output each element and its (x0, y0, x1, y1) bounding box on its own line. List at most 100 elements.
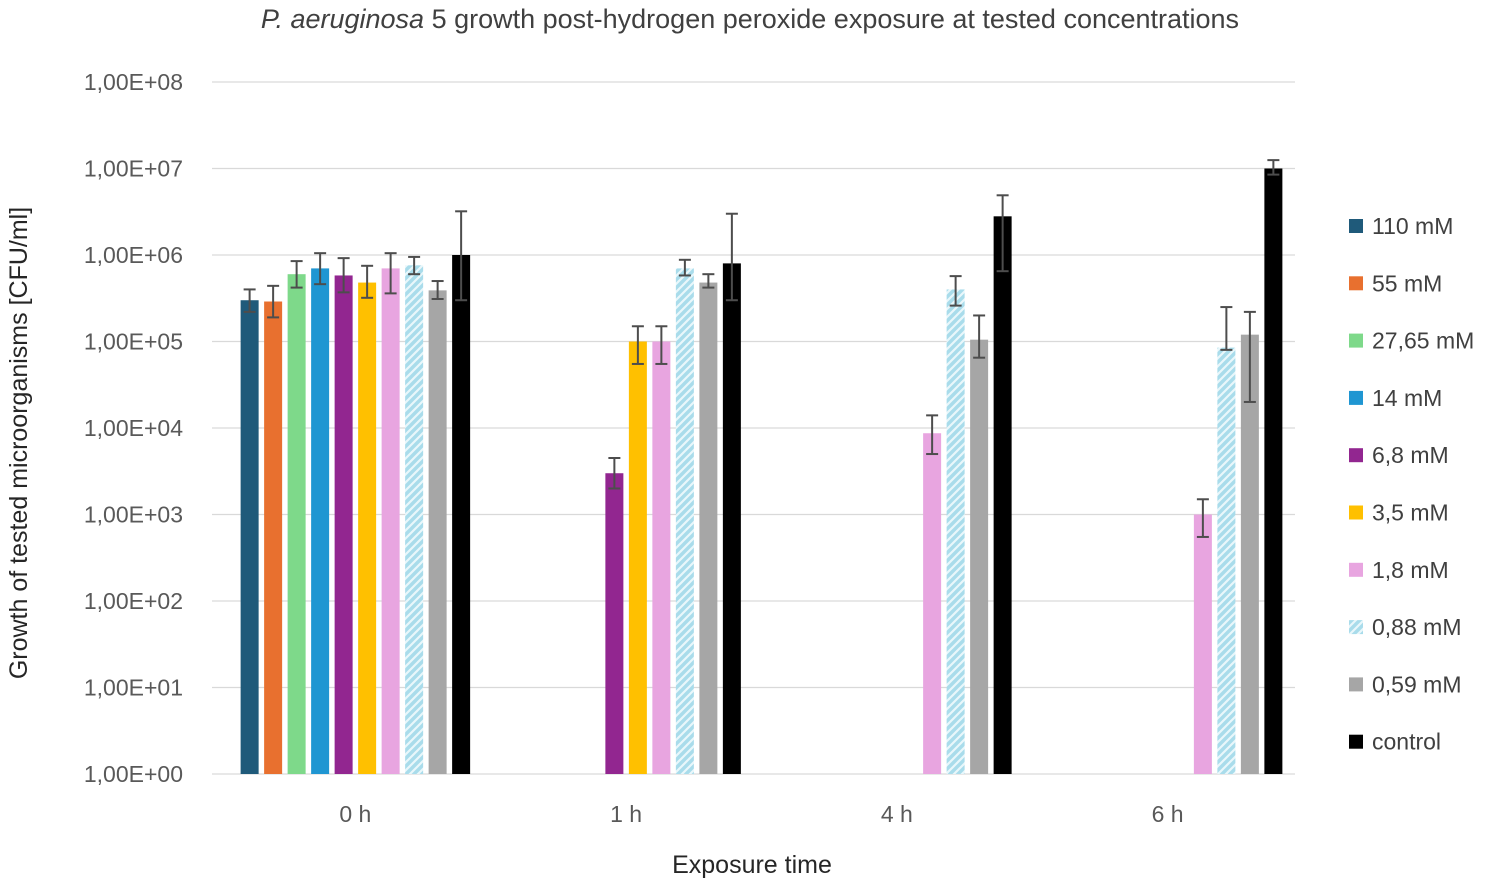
legend-swatch (1349, 734, 1363, 749)
legend-label: 6,8 mM (1372, 442, 1449, 468)
error-bar-control-4-h (996, 194, 1009, 273)
legend-swatch (1349, 505, 1363, 520)
error-bar-control-0-h (455, 210, 468, 302)
y-tick-label: 1,00E+00 (84, 761, 183, 787)
bar-0-59-mm-1-h (699, 282, 718, 774)
bar-0-88-mm-0-h (405, 265, 424, 774)
y-tick-label: 1,00E+07 (84, 156, 183, 182)
y-tick-label: 1,00E+01 (84, 675, 183, 701)
error-bar-control-6-h (1267, 159, 1280, 176)
bar-27-65-mm-0-h (287, 274, 306, 774)
legend-label: 0,59 mM (1372, 671, 1461, 697)
legend-swatch (1349, 333, 1363, 348)
bar-0-59-mm-6-h (1240, 334, 1259, 774)
error-bar-0-59-mm-1-h (702, 273, 715, 289)
bar-0-59-mm-0-h (428, 290, 447, 774)
bar-6-8-mm-1-h (605, 473, 624, 774)
chart-title: P. aeruginosa 5 growth post-hydrogen per… (261, 4, 1239, 34)
bar-1-8-mm-1-h (652, 341, 671, 774)
legend: 110 mM 55 mM 27,65 mM 14 mM 6,8 mM 3,5 mM 1,8 … (1349, 213, 1474, 755)
error-bar-14-mm-0-h (314, 252, 327, 286)
error-bar-0-59-mm-4-h (973, 314, 986, 359)
legend-item-14-mm: 14 mM (1349, 385, 1442, 411)
bar-0-88-mm-6-h (1217, 347, 1236, 774)
y-tick-label: 1,00E+03 (84, 502, 183, 528)
y-axis-title: Growth of tested microorganisms [CFU/ml] (5, 207, 33, 679)
x-tick-label: 1 h (610, 801, 642, 827)
bar-3-5-mm-1-h (628, 341, 647, 774)
legend-item-110-mm: 110 mM (1349, 213, 1453, 239)
error-bars (243, 159, 1280, 538)
legend-label: 1,8 mM (1372, 557, 1449, 583)
x-tick-label: 6 h (1152, 801, 1184, 827)
legend-item-control: control (1349, 729, 1441, 755)
legend-swatch (1349, 677, 1363, 692)
bar-control-0-h (452, 255, 471, 774)
y-tick-label: 1,00E+04 (84, 415, 183, 441)
error-bar-3-5-mm-1-h (631, 325, 644, 365)
legend-item-3-5-mm: 3,5 mM (1349, 500, 1449, 526)
y-tick-label: 1,00E+05 (84, 329, 183, 355)
legend-label: 0,88 mM (1372, 614, 1461, 640)
error-bar-0-59-mm-0-h (431, 280, 444, 300)
legend-item-0-88-mm: 0,88 mM (1349, 614, 1461, 640)
bars (240, 168, 1283, 775)
legend-label: 55 mM (1372, 270, 1442, 296)
chart-title-italic: P. aeruginosa (261, 4, 424, 34)
legend-label: control (1372, 729, 1441, 755)
legend-swatch (1349, 562, 1363, 577)
error-bar-control-1-h (725, 212, 738, 302)
error-bar-1-8-mm-4-h (926, 414, 939, 456)
legend-item-55-mm: 55 mM (1349, 270, 1442, 296)
bar-control-6-h (1264, 168, 1283, 774)
bar-55-mm-0-h (264, 301, 283, 774)
legend-item-27-65-mm: 27,65 mM (1349, 328, 1474, 354)
bar-1-8-mm-6-h (1193, 514, 1212, 774)
legend-label: 110 mM (1372, 213, 1453, 239)
legend-label: 14 mM (1372, 385, 1442, 411)
error-bar-0-88-mm-0-h (408, 255, 421, 276)
chart-title-rest: 5 growth post-hydrogen peroxide exposure… (424, 4, 1239, 34)
x-tick-label: 0 h (339, 801, 371, 827)
y-tick-label: 1,00E+08 (84, 69, 183, 95)
legend-item-1-8-mm: 1,8 mM (1349, 557, 1449, 583)
error-bar-0-88-mm-1-h (678, 258, 691, 277)
legend-label: 3,5 mM (1372, 500, 1449, 526)
bar-3-5-mm-0-h (358, 282, 377, 774)
bar-14-mm-0-h (311, 268, 330, 774)
error-bar-1-8-mm-6-h (1196, 498, 1209, 538)
error-bar-27-65-mm-0-h (290, 260, 303, 289)
error-bar-55-mm-0-h (267, 284, 280, 319)
error-bar-3-5-mm-0-h (361, 264, 374, 299)
legend-swatch (1349, 219, 1363, 233)
error-bar-6-8-mm-1-h (608, 456, 621, 490)
y-tick-label: 1,00E+02 (84, 588, 183, 614)
bar-0-88-mm-1-h (675, 268, 694, 774)
error-bar-0-59-mm-6-h (1243, 310, 1256, 403)
bar-control-1-h (722, 263, 741, 774)
legend-swatch (1349, 620, 1363, 635)
legend-item-6-8-mm: 6,8 mM (1349, 442, 1449, 468)
legend-swatch (1349, 448, 1363, 463)
bar-110-mm-0-h (240, 300, 259, 774)
bar-control-4-h (993, 216, 1012, 775)
error-bar-0-88-mm-4-h (949, 275, 962, 307)
bar-0-88-mm-4-h (946, 289, 965, 774)
error-bar-110-mm-0-h (243, 288, 256, 313)
bar-6-8-mm-0-h (334, 275, 353, 774)
bar-0-59-mm-4-h (970, 339, 989, 774)
bar-1-8-mm-4-h (923, 433, 942, 774)
bar-1-8-mm-0-h (381, 268, 400, 774)
x-axis-title: Exposure time (672, 851, 832, 879)
legend-swatch (1349, 276, 1363, 291)
legend-swatch (1349, 390, 1363, 405)
error-bar-1-8-mm-1-h (655, 325, 668, 365)
error-bar-6-8-mm-0-h (337, 257, 350, 294)
x-tick-label: 4 h (881, 801, 913, 827)
legend-item-0-59-mm: 0,59 mM (1349, 671, 1461, 697)
y-tick-labels: 1,00E+08 1,00E+07 1,00E+06 1,00E+05 1,00E+04… (84, 69, 183, 787)
error-bar-1-8-mm-0-h (384, 252, 397, 295)
error-bar-0-88-mm-6-h (1220, 306, 1233, 351)
legend-label: 27,65 mM (1372, 328, 1474, 354)
